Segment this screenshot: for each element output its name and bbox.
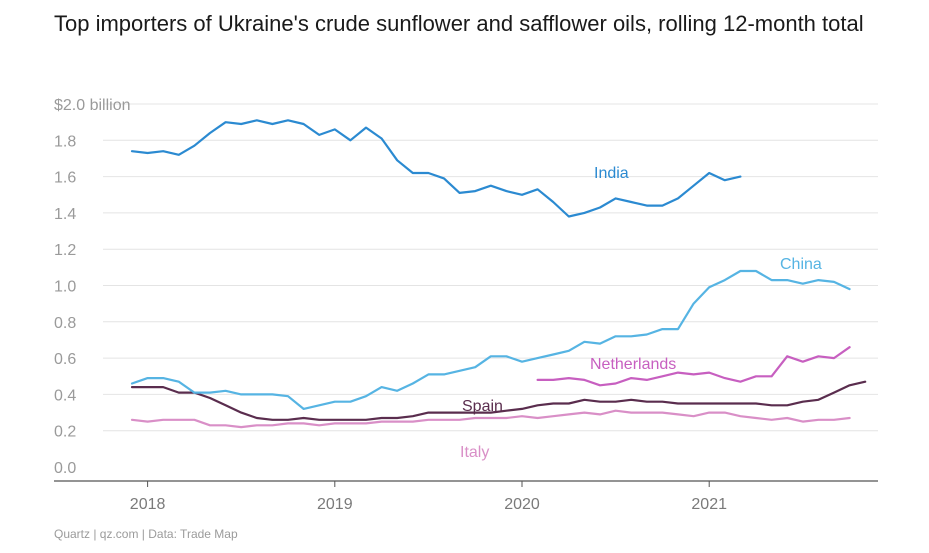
y-tick-label: $2.0 billion <box>54 97 131 114</box>
series-label-spain: Spain <box>462 398 503 415</box>
x-tick-label: 2021 <box>691 496 727 513</box>
y-tick-label: 1.4 <box>54 206 76 223</box>
y-tick-label: 0.4 <box>54 387 76 404</box>
y-axis-ticks: 0.0 0.2 0.4 0.6 0.8 1.0 1.2 1.4 1.6 1.8 $2.0 billi… <box>54 97 131 477</box>
chart-title: Top importers of Ukraine's crude sunflow… <box>54 11 864 36</box>
series-line-netherlands <box>536 346 851 387</box>
x-tick-label: 2020 <box>504 496 540 513</box>
grid-lines <box>103 103 878 432</box>
series-line-spain <box>130 380 867 421</box>
series-line-china <box>130 269 851 410</box>
y-tick-label: 1.6 <box>54 170 76 187</box>
y-tick-label: 0.0 <box>54 460 76 477</box>
y-tick-label: 0.8 <box>54 315 76 332</box>
y-tick-label: 1.8 <box>54 133 76 150</box>
series-line-india <box>130 119 742 218</box>
x-tick-label: 2019 <box>317 496 353 513</box>
y-tick-label: 1.2 <box>54 242 76 259</box>
y-tick-label: 0.6 <box>54 351 76 368</box>
source-note: Quartz | qz.com | Data: Trade Map <box>54 527 238 541</box>
x-axis: 2018 2019 2020 2021 <box>54 480 878 513</box>
series-lines <box>130 119 867 429</box>
series-label-china: China <box>780 256 822 273</box>
y-tick-label: 0.2 <box>54 424 76 441</box>
x-tick-label: 2018 <box>130 496 166 513</box>
series-labels: India China Netherlands Spain Italy <box>460 165 822 461</box>
series-label-netherlands: Netherlands <box>590 356 676 373</box>
series-label-india: India <box>594 165 629 182</box>
y-tick-label: 1.0 <box>54 279 76 296</box>
series-line-italy <box>130 409 851 429</box>
series-label-italy: Italy <box>460 444 489 461</box>
